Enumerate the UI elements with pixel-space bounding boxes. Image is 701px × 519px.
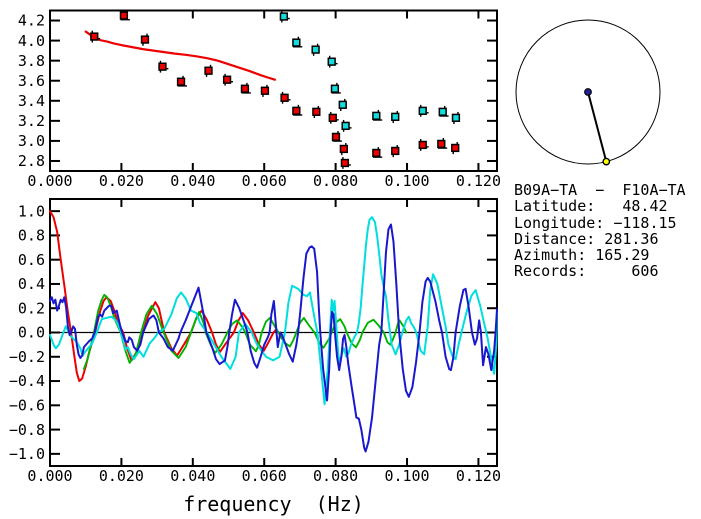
correlation-y-tick-label: −0.6 xyxy=(9,397,45,415)
cyan-square-measurements-marker xyxy=(418,106,427,115)
stacked-spectrum-navy xyxy=(49,223,498,453)
red-square-measurements-marker xyxy=(418,140,427,150)
red-square-measurements-marker xyxy=(240,84,250,93)
red-square-measurements-marker xyxy=(331,132,341,142)
correlation-y-tick-label: −0.8 xyxy=(9,421,45,439)
red-square-measurements-marker xyxy=(176,77,186,86)
dispersion-y-tick-label: 4.0 xyxy=(18,32,45,50)
correlation-x-tick-label: 0.040 xyxy=(170,467,215,485)
red-square-measurements-marker xyxy=(90,32,99,41)
dispersion-y-tick-label: 4.2 xyxy=(18,12,45,30)
dispersion-x-tick-label: 0.040 xyxy=(170,172,215,190)
dispersion-x-tick-label: 0.000 xyxy=(27,172,72,190)
correlation-y-tick-label: −0.2 xyxy=(9,348,45,366)
correlation-y-tick-label: 0.2 xyxy=(18,299,45,317)
red-square-measurements-marker xyxy=(292,106,301,115)
red-square-measurements-marker xyxy=(437,139,446,149)
stacked-spectrum-cyan xyxy=(49,216,498,406)
correlation-x-tick-label: 0.120 xyxy=(456,467,501,485)
station-longitude: Longitude: −118.15 xyxy=(514,213,677,232)
x-axis-title: frequency (Hz) xyxy=(183,492,364,516)
smoothed-coherence-green xyxy=(82,293,408,370)
correlation-y-tick-label: 0.8 xyxy=(18,227,45,245)
cyan-square-measurements-marker xyxy=(372,111,381,120)
cyan-square-measurements-marker xyxy=(330,84,340,93)
azimuth-line xyxy=(587,91,608,162)
correlation-y-tick-label: −0.4 xyxy=(9,372,45,390)
dispersion-x-tick-label: 0.080 xyxy=(313,172,358,190)
red-square-measurements-marker xyxy=(119,11,129,20)
correlation-y-tick-label: 0.0 xyxy=(18,324,45,342)
cyan-square-measurements-marker xyxy=(292,38,301,47)
dispersion-x-tick-label: 0.120 xyxy=(456,172,501,190)
correlation-y-tick-label: −1.0 xyxy=(9,445,45,463)
dispersion-y-tick-label: 3.2 xyxy=(18,112,45,130)
dispersion-y-tick-label: 3.4 xyxy=(18,92,45,110)
cyan-square-measurements-marker xyxy=(391,112,400,121)
red-square-measurements-marker xyxy=(451,143,460,153)
red-square-measurements-marker xyxy=(312,107,321,116)
dispersion-frame xyxy=(49,9,498,172)
cyan-square-measurements-marker xyxy=(279,12,289,21)
red-square-measurements-marker xyxy=(372,148,381,158)
station-distance: Distance: 281.36 xyxy=(514,229,659,248)
cyan-square-measurements-marker xyxy=(438,107,447,116)
red-square-measurements-marker xyxy=(140,35,150,44)
correlation-x-tick-label: 0.080 xyxy=(313,467,358,485)
cyan-square-measurements-marker xyxy=(338,100,347,109)
station-records: Records: 606 xyxy=(514,262,659,281)
correlation-x-tick-label: 0.000 xyxy=(27,467,72,485)
correlation-x-tick-label: 0.020 xyxy=(99,467,144,485)
dispersion-y-tick-label: 3.0 xyxy=(18,132,45,150)
correlation-y-tick-label: 0.4 xyxy=(18,275,45,293)
correlation-x-tick-label: 0.100 xyxy=(384,467,429,485)
red-square-measurements-marker xyxy=(340,158,350,168)
reference-station-dot xyxy=(584,88,592,96)
station-latitude: Latitude: 48.42 xyxy=(514,197,668,216)
station-info-block: B09A−TA − F10A−TA Latitude: 48.42 Longit… xyxy=(514,182,686,280)
cyan-square-measurements-marker xyxy=(311,45,320,54)
correlation-x-tick-label: 0.060 xyxy=(242,467,287,485)
red-square-measurements-marker xyxy=(204,66,213,75)
paired-station-dot xyxy=(602,157,611,166)
correlation-y-tick-label: 1.0 xyxy=(18,202,45,220)
cyan-square-measurements-marker xyxy=(327,57,336,66)
red-square-measurements-marker xyxy=(339,144,348,154)
cyan-square-measurements-marker xyxy=(341,121,350,131)
dispersion-x-tick-label: 0.100 xyxy=(384,172,429,190)
red-square-measurements-marker xyxy=(158,62,167,71)
station-pair-title: B09A−TA − F10A−TA xyxy=(514,181,686,199)
dispersion-x-tick-label: 0.020 xyxy=(99,172,144,190)
azimuth-dial-circle xyxy=(515,19,661,165)
correlation-y-tick-label: 0.6 xyxy=(18,251,45,269)
red-square-measurements-marker xyxy=(260,86,270,95)
dispersion-y-tick-label: 3.8 xyxy=(18,52,45,70)
dispersion-x-tick-label: 0.060 xyxy=(242,172,287,190)
red-square-measurements-marker xyxy=(328,113,337,122)
red-square-measurements-marker xyxy=(391,146,400,156)
station-azimuth: Azimuth: 165.29 xyxy=(514,246,650,265)
red-square-measurements-marker xyxy=(222,75,232,84)
dispersion-y-tick-label: 3.6 xyxy=(18,72,45,90)
reference-dispersion-curve xyxy=(84,30,277,81)
dispersion-y-tick-label: 2.8 xyxy=(18,152,45,170)
red-square-measurements-marker xyxy=(280,93,289,102)
cyan-square-measurements-marker xyxy=(451,113,461,122)
